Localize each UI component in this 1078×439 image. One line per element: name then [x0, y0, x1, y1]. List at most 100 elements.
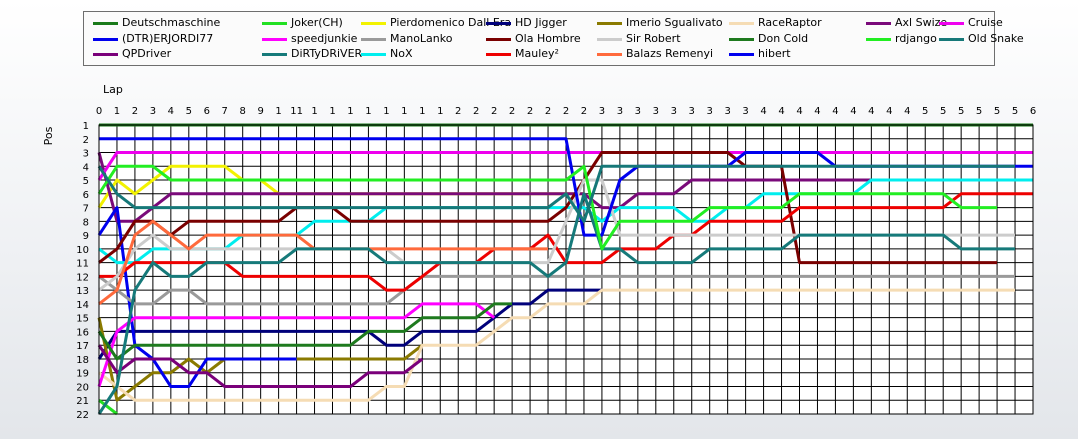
series-line: [98, 399, 118, 416]
y-tick-label: 10: [76, 245, 89, 256]
x-tick-label: 4: [778, 106, 784, 117]
series-line: [97, 151, 1033, 181]
x-tick-label: 11: [290, 106, 303, 117]
legend-swatch: [729, 53, 754, 56]
legend-swatch: [361, 53, 386, 56]
y-tick-label: 3: [83, 149, 89, 160]
x-tick-label: 3: [635, 106, 641, 117]
y-axis-title: Pos: [42, 126, 55, 145]
x-tick-label: 4: [168, 106, 174, 117]
y-tick-label: 12: [76, 272, 89, 283]
legend-label: (DTR)ERJORDI77: [122, 32, 214, 45]
y-tick-label: 6: [83, 190, 89, 201]
x-tick-label: 2: [491, 106, 497, 117]
y-tick-label: 18: [76, 355, 89, 366]
legend-swatch: [939, 22, 964, 25]
x-tick-label: 2: [527, 106, 533, 117]
legend-swatch: [262, 38, 287, 41]
x-tick-label: 5: [922, 106, 928, 117]
legend-label: rdjango: [895, 32, 937, 45]
legend-swatch: [486, 53, 511, 56]
x-tick-label: 5: [1012, 106, 1018, 117]
x-tick-label: 5: [958, 106, 964, 117]
legend-label: Don Cold: [758, 32, 809, 45]
legend-label: Balazs Remenyi: [626, 47, 714, 60]
y-tick-label: 21: [76, 396, 89, 407]
y-tick-label: 11: [76, 259, 89, 270]
legend-label: RaceRaptor: [758, 16, 822, 29]
series-line: [98, 151, 998, 265]
series-line: [97, 288, 602, 360]
legend-swatch: [729, 38, 754, 41]
legend-label: HD Jigger: [515, 16, 567, 29]
x-tick-label: 4: [886, 106, 892, 117]
x-tick-label: 3: [671, 106, 677, 117]
x-tick-label: 4: [868, 106, 874, 117]
x-tick-label: 1: [365, 106, 371, 117]
x-tick-label: 2: [455, 106, 461, 117]
y-tick-label: 9: [83, 231, 89, 242]
x-tick-label: 3: [617, 106, 623, 117]
y-tick-label: 5: [83, 176, 89, 187]
x-tick-label: 2: [563, 106, 569, 117]
series-line: [97, 302, 513, 361]
x-tick-label: 9: [257, 106, 263, 117]
legend-label: Joker(CH): [291, 16, 343, 29]
y-tick-label: 8: [83, 217, 89, 228]
y-tick-label: 16: [76, 327, 89, 338]
legend-swatch: [93, 22, 118, 25]
legend-label: Ola Hombre: [515, 32, 581, 45]
x-tick-label: 4: [832, 106, 838, 117]
series-line: [97, 164, 1015, 223]
series-line: [97, 192, 1015, 415]
legend-swatch: [597, 53, 622, 56]
x-tick-label: 2: [473, 106, 479, 117]
x-tick-label: 2: [509, 106, 515, 117]
x-tick-label: 3: [742, 106, 748, 117]
legend-swatch: [361, 38, 386, 41]
legend-label: Mauley²: [515, 47, 559, 60]
plot-border: [98, 124, 1034, 415]
y-tick-label: 4: [83, 162, 89, 173]
x-tick-label: 1: [347, 106, 353, 117]
x-tick-label: 3: [653, 106, 659, 117]
legend-swatch: [93, 53, 118, 56]
x-tick-label: 1: [419, 106, 425, 117]
x-tick-label: 3: [707, 106, 713, 117]
x-tick-label: 1: [114, 106, 120, 117]
x-tick-label: 2: [581, 106, 587, 117]
x-tick-label: 6: [1030, 106, 1036, 117]
y-tick-label: 2: [83, 135, 89, 146]
legend-swatch: [597, 22, 622, 25]
x-tick-label: 8: [240, 106, 246, 117]
legend-swatch: [866, 22, 891, 25]
x-tick-label: 3: [724, 106, 730, 117]
y-tick-label: 20: [76, 382, 89, 393]
legend-label: ManoLanko: [390, 32, 453, 45]
series-line: [97, 164, 998, 251]
series-line: [98, 274, 1015, 306]
x-tick-label: 3: [150, 106, 156, 117]
legend-label: Sir Robert: [626, 32, 681, 45]
x-tick-label: 5: [940, 106, 946, 117]
x-tick-label: 1: [329, 106, 335, 117]
y-tick-label: 14: [76, 300, 89, 311]
x-tick-label: 1: [275, 106, 281, 117]
x-tick-label: 0: [96, 106, 102, 117]
x-tick-label: 4: [796, 106, 802, 117]
x-tick-label: 5: [186, 106, 192, 117]
x-tick-label: 4: [850, 106, 856, 117]
x-tick-label: 1: [311, 106, 317, 117]
series-line: [97, 152, 1015, 223]
x-tick-label: 1: [383, 106, 389, 117]
x-tick-label: 3: [599, 106, 605, 117]
legend-label: Cruise: [968, 16, 1003, 29]
x-tick-label: 2: [545, 106, 551, 117]
legend-label: QPDriver: [122, 47, 172, 60]
x-tick-label: 2: [132, 106, 138, 117]
legend-swatch: [361, 22, 386, 25]
x-axis-title: Lap: [103, 83, 123, 96]
x-tick-label: 4: [904, 106, 910, 117]
x-tick-label: 1: [401, 106, 407, 117]
